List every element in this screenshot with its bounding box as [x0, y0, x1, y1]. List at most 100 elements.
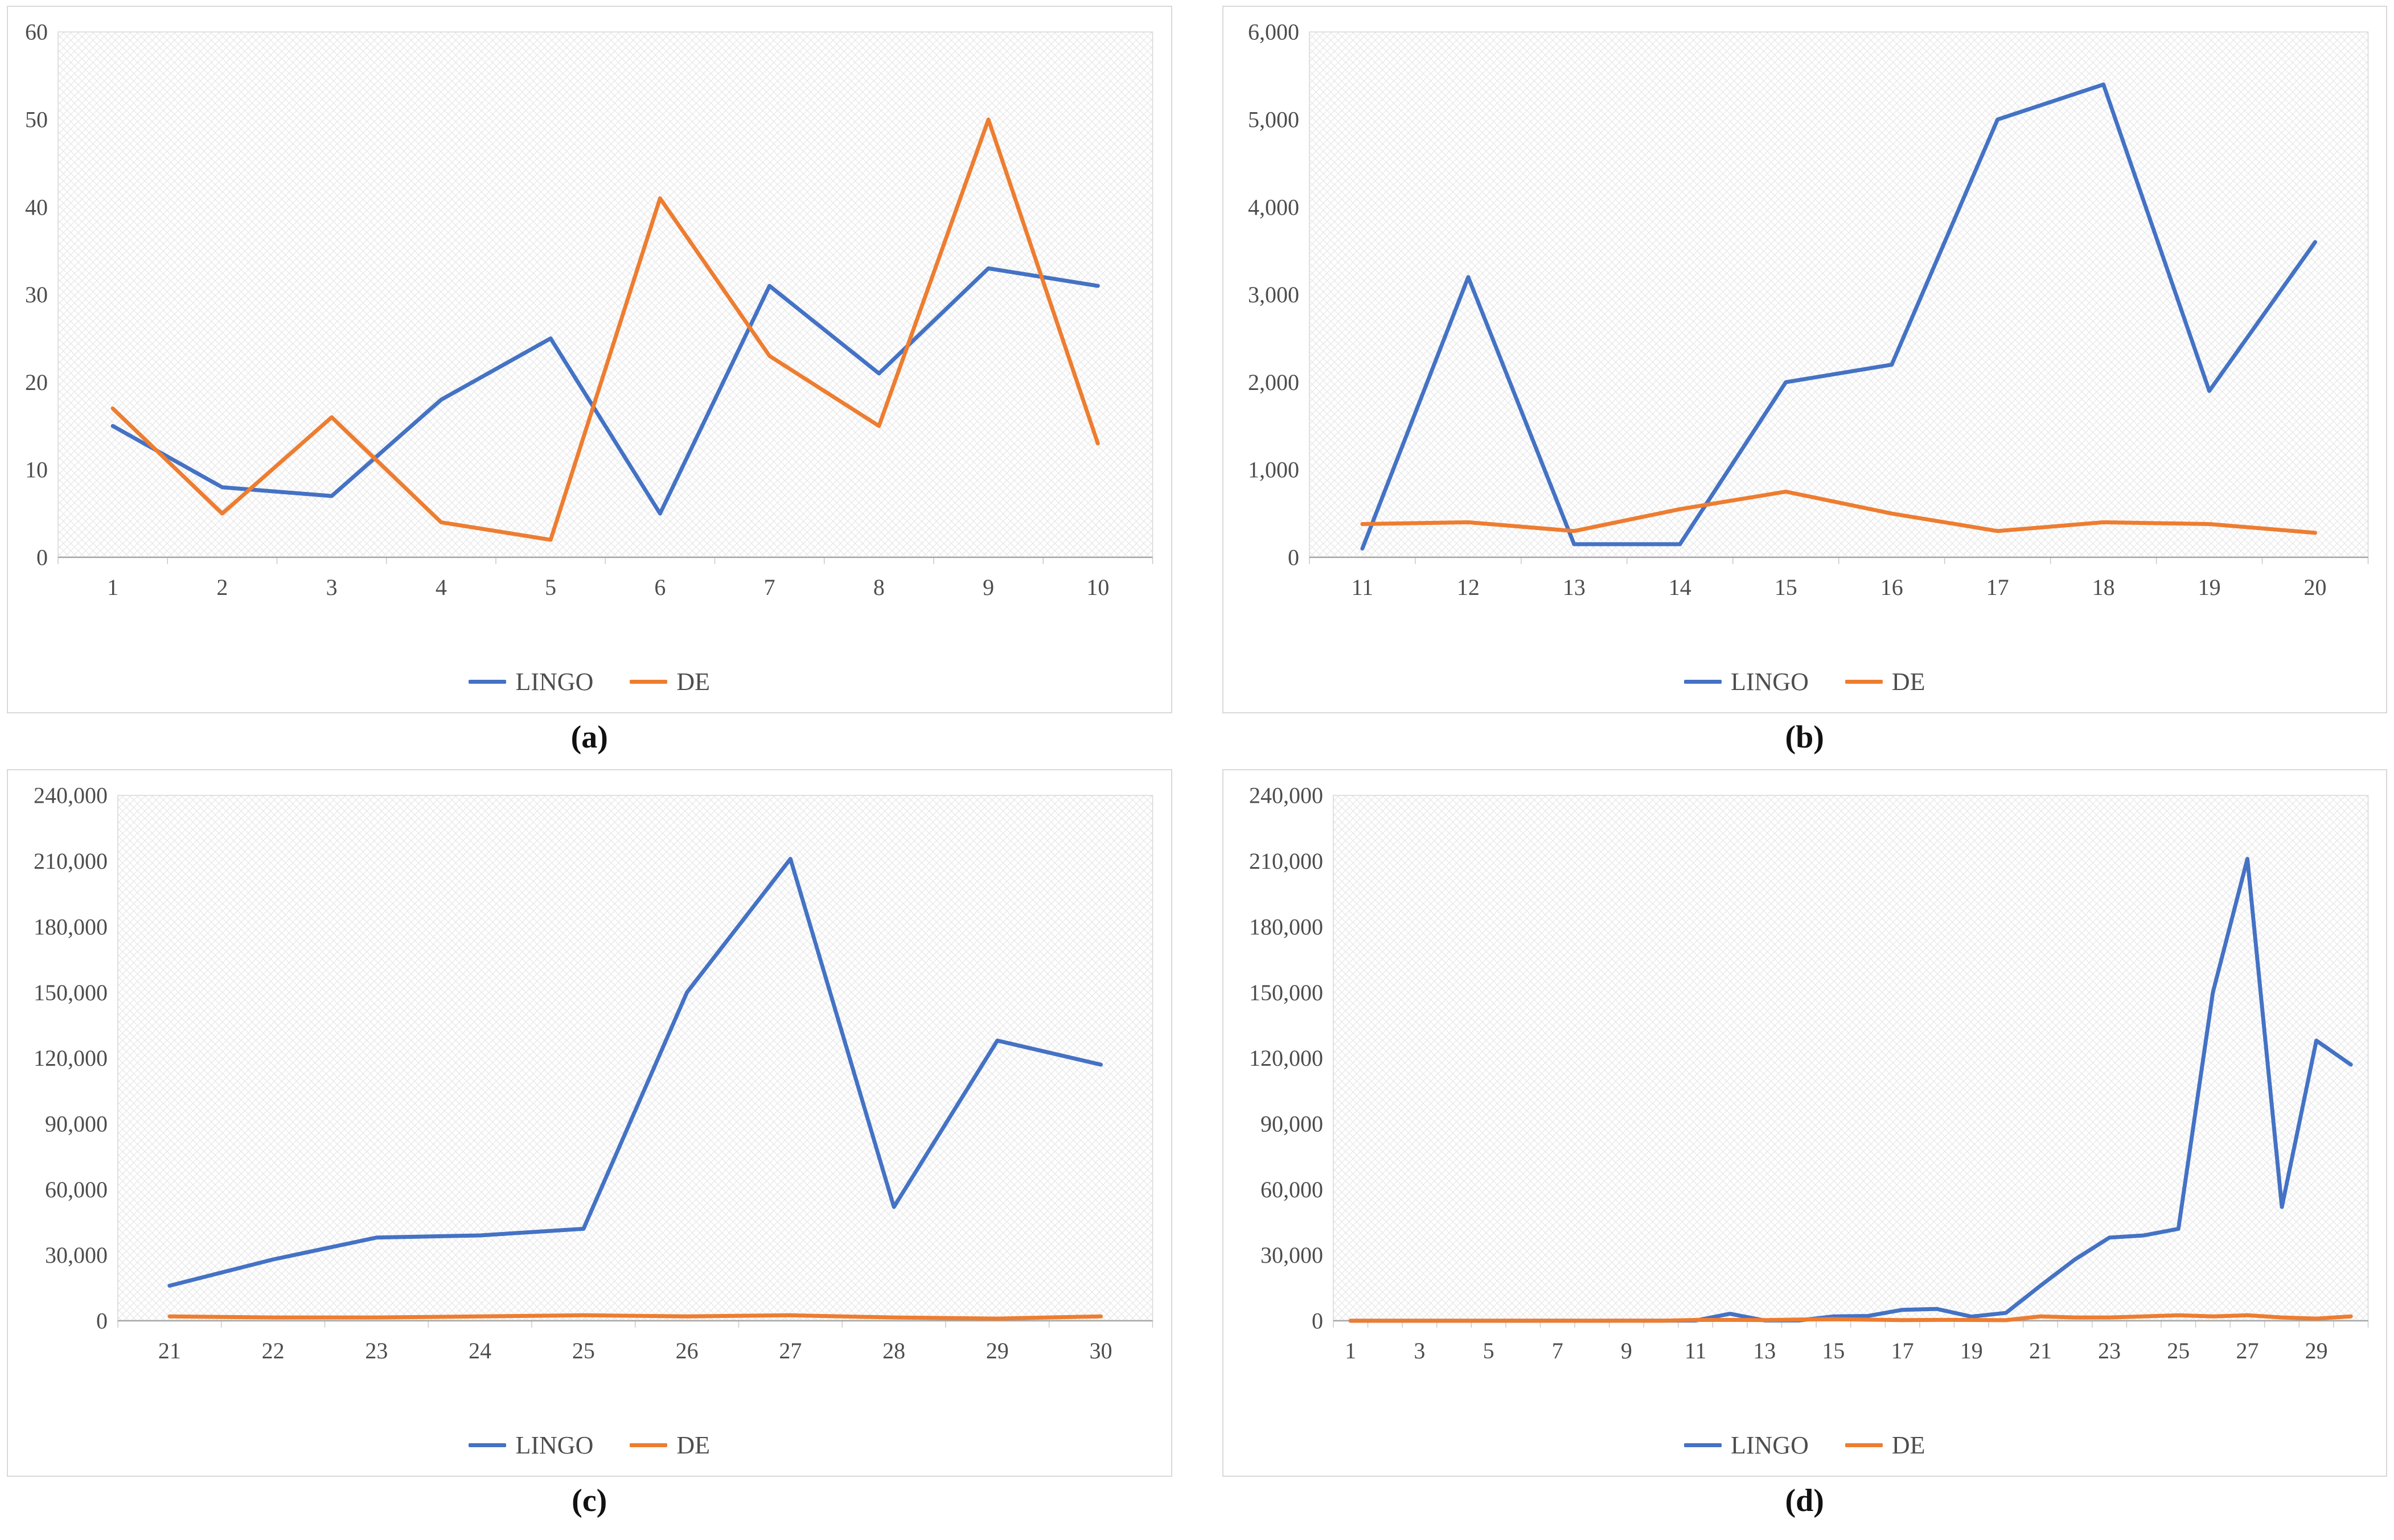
- svg-text:12: 12: [1456, 574, 1479, 600]
- svg-text:1: 1: [1345, 1338, 1356, 1364]
- caption-d: (d): [1785, 1483, 1824, 1518]
- cell-c: 0 30,000 60,000 90,000 120,000 150,000 180,000…: [7, 769, 1172, 1525]
- svg-text:40: 40: [25, 194, 48, 220]
- svg-text:17: 17: [1986, 574, 2009, 600]
- legend-label-de: DE: [676, 668, 710, 696]
- svg-text:5: 5: [545, 574, 556, 600]
- svg-text:0: 0: [96, 1308, 108, 1334]
- legend-item-de: DE: [630, 667, 710, 696]
- svg-text:180,000: 180,000: [34, 914, 108, 939]
- svg-text:90,000: 90,000: [45, 1111, 108, 1136]
- svg-text:1: 1: [107, 574, 118, 600]
- svg-text:2: 2: [216, 574, 228, 600]
- line-chart-d: 0 30,000 60,000 90,000 120,000 150,000 180,000…: [1249, 783, 2368, 1364]
- legend-item-lingo: LINGO: [1683, 1431, 1809, 1460]
- caption-c: (c): [572, 1483, 607, 1518]
- chart-panel-a: 0 10 20 30 40 50 60 1 2 3 4 5 6 7 8 9 10 LINGO DE: [7, 6, 1172, 713]
- legend-label-lingo: LINGO: [1730, 668, 1809, 696]
- lingo-line-swatch: [469, 680, 507, 684]
- legend-d: LINGO DE: [1223, 1431, 2387, 1460]
- svg-text:15: 15: [1774, 574, 1797, 600]
- chart-panel-d: 0 30,000 60,000 90,000 120,000 150,000 180,000…: [1222, 769, 2387, 1477]
- legend-item-de: DE: [630, 1431, 710, 1460]
- legend-item-lingo: LINGO: [469, 667, 593, 696]
- de-line-swatch: [1845, 1443, 1883, 1447]
- svg-text:16: 16: [1880, 574, 1903, 600]
- cell-a: 0 10 20 30 40 50 60 1 2 3 4 5 6 7 8 9 10 LINGO DE (a): [7, 6, 1172, 761]
- legend-b: LINGO DE: [1223, 667, 2387, 696]
- legend-label-de: DE: [1891, 668, 1925, 696]
- svg-text:5: 5: [1483, 1338, 1494, 1364]
- svg-text:9: 9: [983, 574, 994, 600]
- svg-text:13: 13: [1753, 1338, 1776, 1364]
- svg-text:17: 17: [1891, 1338, 1913, 1364]
- svg-text:0: 0: [1311, 1308, 1323, 1334]
- cell-b: 0 1,000 2,000 3,000 4,000 5,000 6,000 11 12 13 14 1…: [1222, 6, 2387, 761]
- legend-label-de: DE: [1891, 1431, 1925, 1459]
- svg-text:24: 24: [469, 1338, 491, 1364]
- de-line-swatch: [1845, 680, 1883, 684]
- legend-item-de: DE: [1845, 1431, 1925, 1460]
- svg-text:19: 19: [2198, 574, 2220, 600]
- svg-text:3,000: 3,000: [1247, 282, 1299, 307]
- svg-text:23: 23: [2098, 1338, 2121, 1364]
- lingo-line-swatch: [1683, 1443, 1722, 1447]
- line-chart-b: 0 1,000 2,000 3,000 4,000 5,000 6,000 11 12 13 14 1…: [1247, 19, 2368, 600]
- chart-panel-c: 0 30,000 60,000 90,000 120,000 150,000 180,000…: [7, 769, 1172, 1477]
- svg-text:120,000: 120,000: [1249, 1045, 1323, 1071]
- svg-text:25: 25: [2167, 1338, 2190, 1364]
- svg-text:6,000: 6,000: [1247, 19, 1299, 45]
- svg-text:26: 26: [676, 1338, 699, 1364]
- svg-text:30: 30: [1090, 1338, 1112, 1364]
- svg-text:21: 21: [158, 1338, 181, 1364]
- svg-text:5,000: 5,000: [1247, 107, 1299, 133]
- svg-text:27: 27: [2236, 1338, 2259, 1364]
- svg-text:7: 7: [764, 574, 775, 600]
- svg-text:27: 27: [779, 1338, 802, 1364]
- svg-text:4,000: 4,000: [1247, 194, 1299, 220]
- svg-text:240,000: 240,000: [1249, 783, 1323, 808]
- svg-text:90,000: 90,000: [1260, 1111, 1323, 1136]
- svg-text:11: 11: [1684, 1338, 1706, 1364]
- legend-item-de: DE: [1845, 667, 1925, 696]
- line-chart-a: 0 10 20 30 40 50 60 1 2 3 4 5 6 7 8 9 10: [25, 19, 1153, 600]
- svg-text:29: 29: [986, 1338, 1009, 1364]
- svg-text:240,000: 240,000: [34, 783, 108, 808]
- svg-text:20: 20: [2303, 574, 2326, 600]
- legend-label-lingo: LINGO: [515, 1431, 594, 1459]
- de-line-swatch: [630, 1443, 668, 1447]
- svg-text:22: 22: [262, 1338, 285, 1364]
- svg-text:210,000: 210,000: [34, 848, 108, 874]
- svg-text:180,000: 180,000: [1249, 914, 1323, 939]
- svg-text:3: 3: [1414, 1338, 1425, 1364]
- svg-text:23: 23: [365, 1338, 388, 1364]
- svg-text:19: 19: [1960, 1338, 1982, 1364]
- svg-text:8: 8: [873, 574, 885, 600]
- svg-text:60: 60: [25, 19, 48, 45]
- lingo-line-swatch: [1683, 680, 1722, 684]
- legend-label-de: DE: [676, 1431, 710, 1459]
- svg-text:29: 29: [2305, 1338, 2327, 1364]
- svg-text:7: 7: [1551, 1338, 1563, 1364]
- svg-text:18: 18: [2092, 574, 2114, 600]
- svg-text:11: 11: [1351, 574, 1373, 600]
- svg-text:30,000: 30,000: [45, 1242, 108, 1268]
- legend-c: LINGO DE: [8, 1431, 1171, 1460]
- svg-text:30,000: 30,000: [1260, 1242, 1323, 1268]
- svg-text:210,000: 210,000: [1249, 848, 1323, 874]
- svg-text:13: 13: [1562, 574, 1585, 600]
- svg-text:120,000: 120,000: [34, 1045, 108, 1071]
- svg-text:28: 28: [882, 1338, 905, 1364]
- svg-text:150,000: 150,000: [34, 980, 108, 1005]
- line-chart-c: 0 30,000 60,000 90,000 120,000 150,000 180,000…: [34, 783, 1153, 1364]
- svg-text:10: 10: [1086, 574, 1109, 600]
- svg-text:0: 0: [36, 545, 48, 570]
- svg-text:6: 6: [654, 574, 666, 600]
- svg-text:4: 4: [436, 574, 447, 600]
- svg-text:60,000: 60,000: [45, 1177, 108, 1202]
- svg-text:0: 0: [1287, 545, 1299, 570]
- svg-text:150,000: 150,000: [1249, 980, 1323, 1005]
- svg-text:30: 30: [25, 282, 48, 307]
- svg-text:9: 9: [1620, 1338, 1632, 1364]
